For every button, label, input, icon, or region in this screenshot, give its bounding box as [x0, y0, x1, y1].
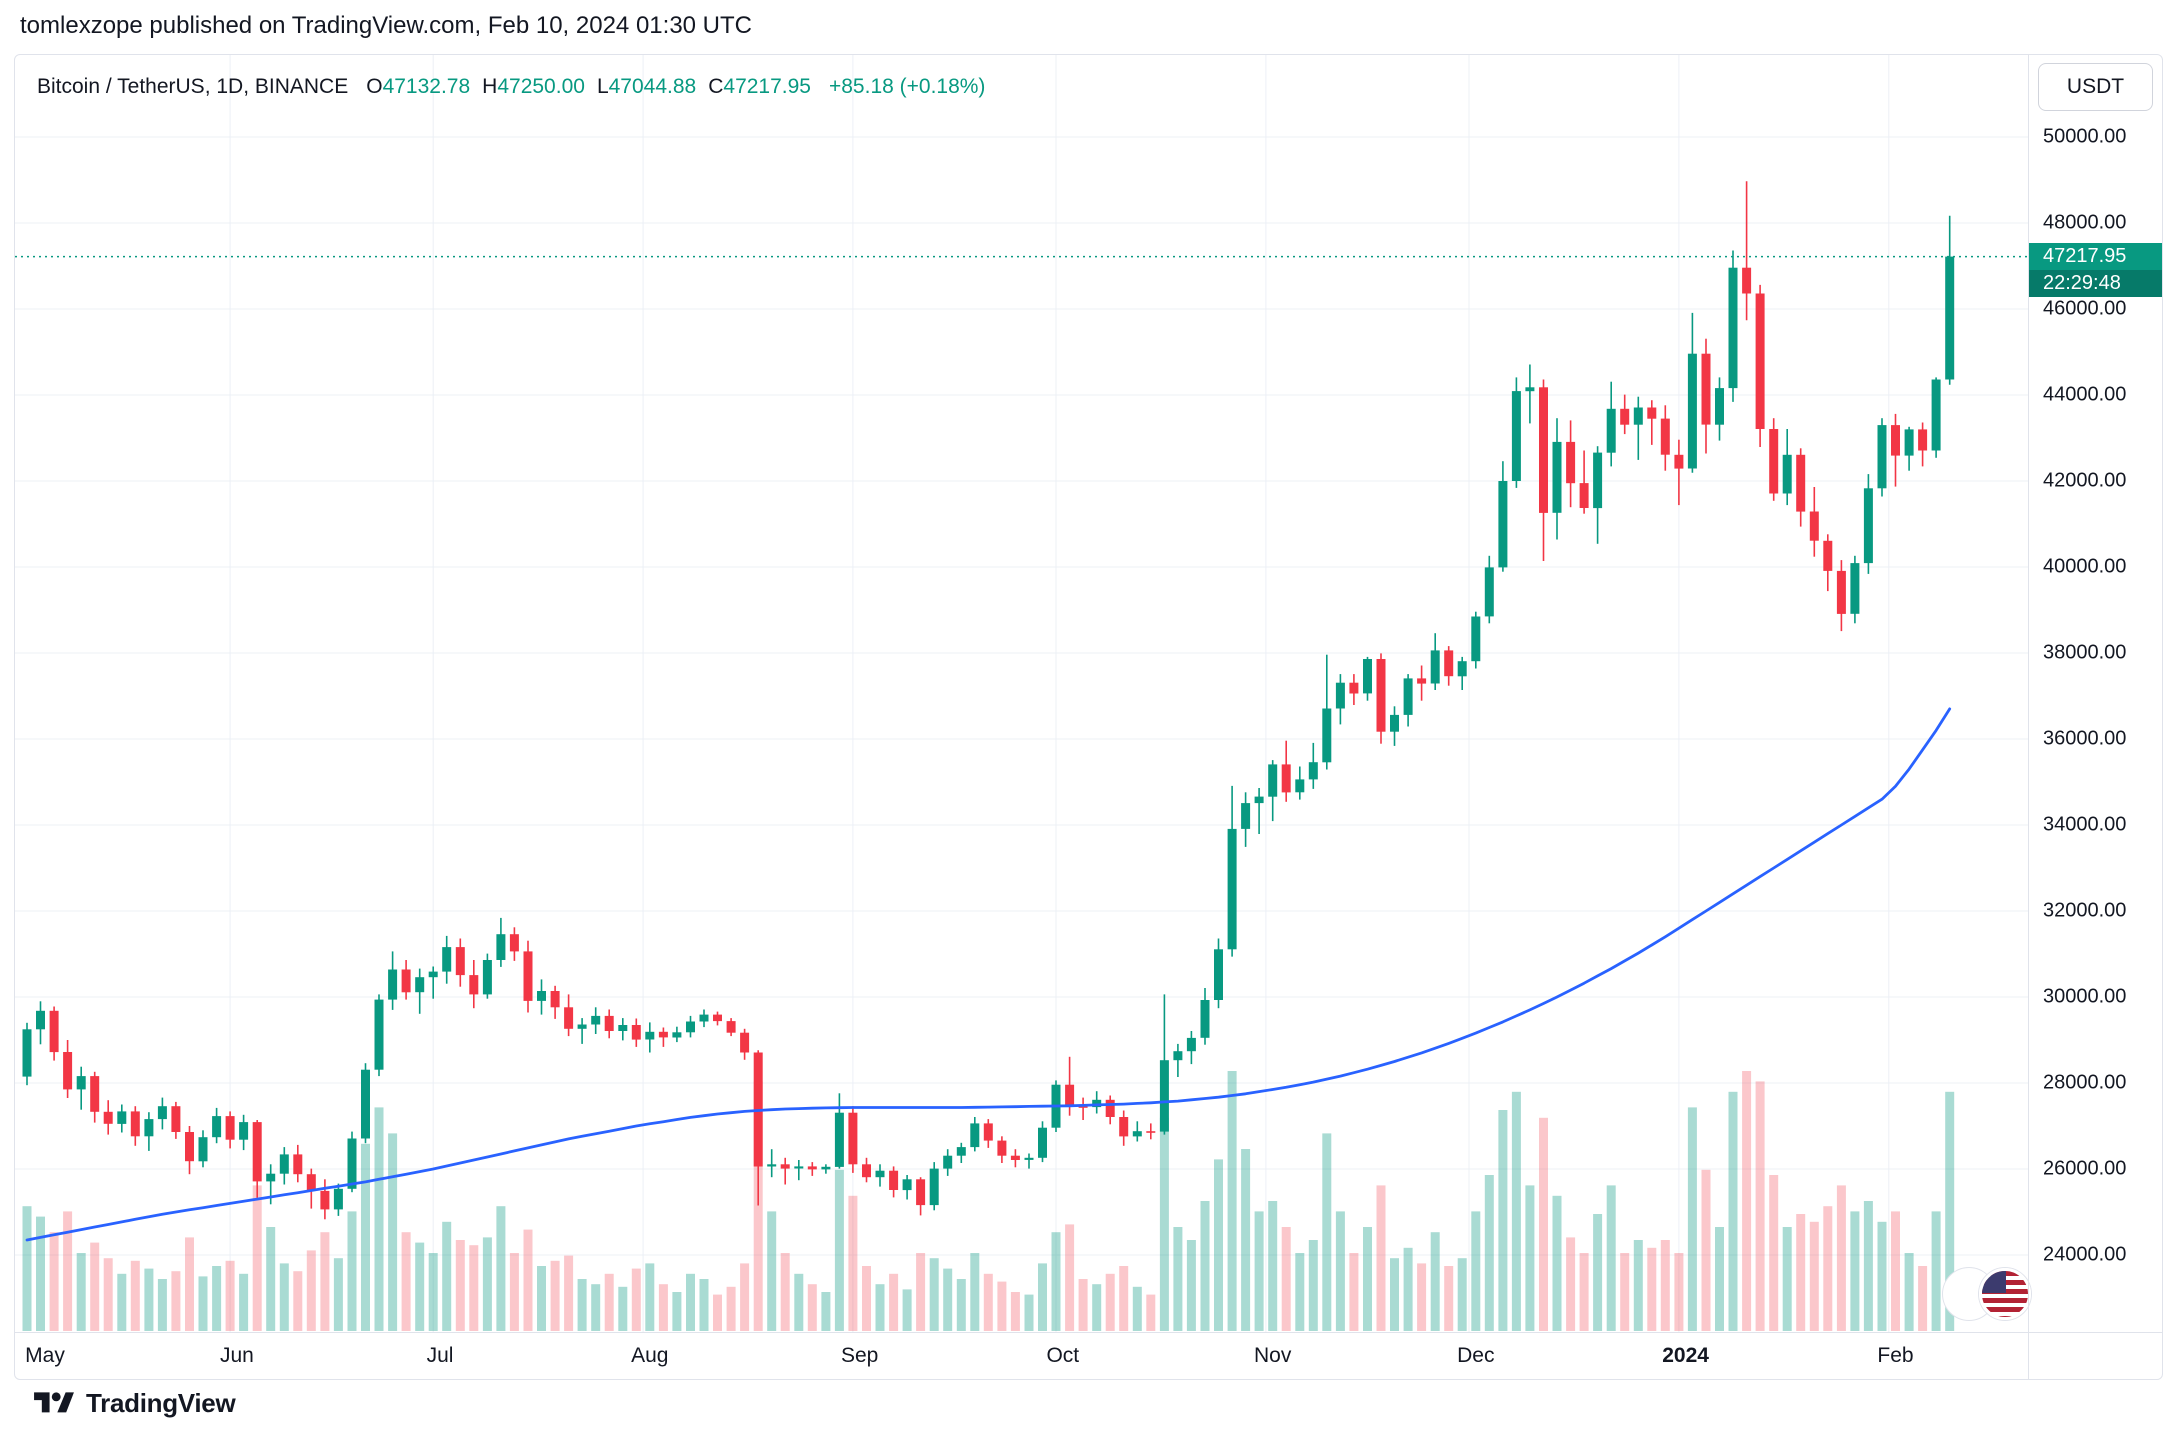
- price-axis-label: 38000.00: [2043, 641, 2127, 664]
- time-axis-label: May: [25, 1344, 65, 1367]
- tradingview-logo-icon[interactable]: [34, 1388, 74, 1419]
- price-axis-label: 34000.00: [2043, 813, 2127, 836]
- axis-horizontal-separator: [15, 1332, 2162, 1333]
- time-axis-label: Oct: [1046, 1344, 1080, 1367]
- price-axis-label: 26000.00: [2043, 1157, 2127, 1180]
- price-pane[interactable]: Bitcoin / TetherUS, 1D, BINANCE O47132.7…: [15, 55, 2031, 1332]
- us-flag-icon: [1979, 1268, 2031, 1320]
- time-axis-label: Feb: [1877, 1344, 1914, 1367]
- high-readout: H47250.00: [482, 75, 585, 98]
- time-axis-label: Jul: [426, 1344, 454, 1367]
- price-axis-label: 48000.00: [2043, 211, 2127, 234]
- current-price-value: 47217.95: [2029, 243, 2162, 271]
- price-axis[interactable]: USDT 50000.00 48000.00 46000.00 44000.00 420…: [2029, 55, 2162, 1379]
- price-axis-label: 50000.00: [2043, 125, 2127, 148]
- symbol-legend: Bitcoin / TetherUS, 1D, BINANCE O47132.7…: [37, 75, 985, 99]
- price-axis-label: 32000.00: [2043, 899, 2127, 922]
- time-axis[interactable]: May Jun Jul Aug Sep Oct Nov Dec 2024 Feb: [15, 1333, 2162, 1379]
- price-axis-label: 30000.00: [2043, 985, 2127, 1008]
- ohlc-readout: O47132.78 H47250.00 L47044.88 C47217.95: [366, 75, 811, 99]
- symbol-logos[interactable]: [1943, 1268, 2031, 1320]
- chart-card: Bitcoin / TetherUS, 1D, BINANCE O47132.7…: [14, 54, 2163, 1380]
- open-readout: O47132.78: [366, 75, 471, 98]
- currency-toggle-button[interactable]: USDT: [2038, 63, 2153, 111]
- low-readout: L47044.88: [596, 75, 697, 98]
- time-axis-label: Nov: [1254, 1344, 1292, 1367]
- bar-close-countdown: 22:29:48: [2029, 270, 2162, 298]
- price-axis-label: 28000.00: [2043, 1071, 2127, 1094]
- current-price-badge: 47217.95 22:29:48: [2029, 243, 2162, 298]
- time-axis-label: Aug: [631, 1344, 669, 1367]
- price-axis-label: 36000.00: [2043, 727, 2127, 750]
- published-line: tomlexzope published on TradingView.com,…: [20, 12, 752, 39]
- candlestick-chart[interactable]: [15, 55, 2028, 1332]
- price-axis-label: 46000.00: [2043, 297, 2127, 320]
- price-axis-label: 44000.00: [2043, 383, 2127, 406]
- price-axis-label: 40000.00: [2043, 555, 2127, 578]
- symbol-title[interactable]: Bitcoin / TetherUS, 1D, BINANCE: [37, 75, 349, 98]
- close-readout: C47217.95: [708, 75, 811, 98]
- price-axis-label: 42000.00: [2043, 469, 2127, 492]
- time-axis-label: Jun: [219, 1344, 254, 1367]
- price-axis-label: 24000.00: [2043, 1243, 2127, 1266]
- change-readout: +85.18 (+0.18%): [828, 75, 986, 98]
- time-axis-label: Sep: [841, 1344, 879, 1367]
- time-axis-label: Dec: [1457, 1344, 1495, 1367]
- time-axis-label: 2024: [1662, 1344, 1709, 1367]
- axis-vertical-separator: [2028, 55, 2029, 1379]
- footer: TradingView: [34, 1388, 236, 1419]
- tradingview-wordmark[interactable]: TradingView: [86, 1388, 236, 1418]
